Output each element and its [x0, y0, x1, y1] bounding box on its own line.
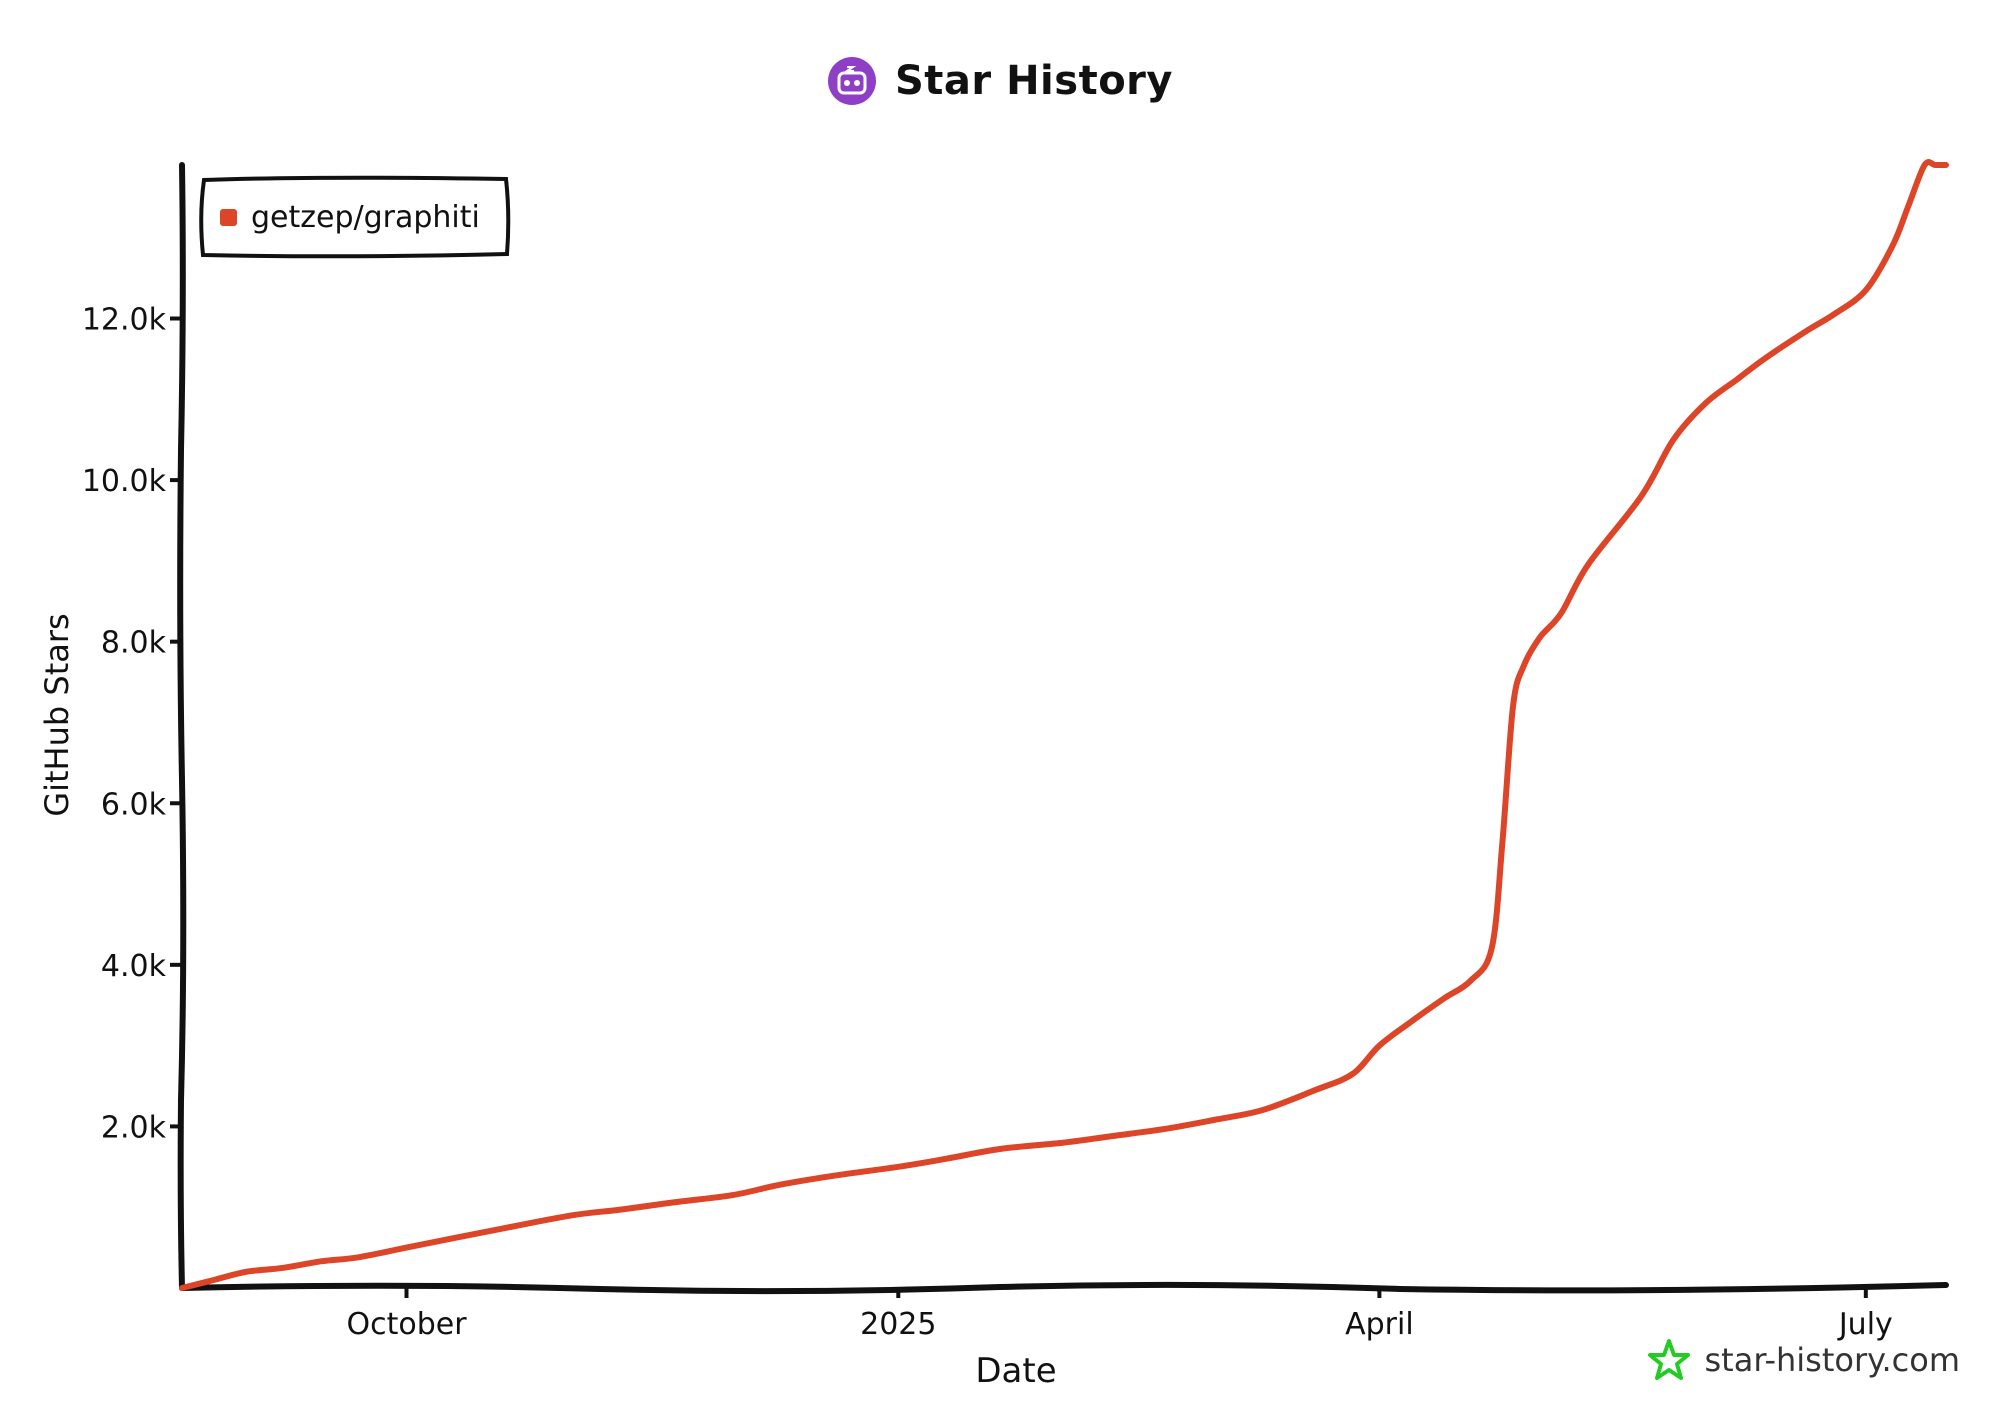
- y-tick-label: 4.0k: [101, 949, 167, 984]
- y-tick-label: 10.0k: [82, 464, 167, 499]
- chart-header: Star History: [0, 48, 2000, 114]
- y-axis-ticks: 2.0k 4.0k 6.0k 8.0k 10.0k 12.0k: [82, 303, 182, 1145]
- y-axis-label: GitHub Stars: [38, 613, 76, 816]
- y-axis-line: [177, 162, 187, 1291]
- x-axis-line: [179, 1281, 1949, 1295]
- robot-face-icon: [828, 57, 876, 105]
- x-axis-label: Date: [975, 1351, 1056, 1391]
- x-axis-ticks: October 2025 April July: [346, 1288, 1893, 1342]
- watermark-text: star-history.com: [1704, 1341, 1961, 1379]
- legend: getzep/graphiti: [199, 175, 511, 259]
- x-tick-label: July: [1837, 1307, 1893, 1342]
- x-tick-label: October: [346, 1307, 467, 1342]
- legend-label: getzep/graphiti: [251, 200, 480, 235]
- y-tick-label: 2.0k: [101, 1110, 167, 1145]
- y-tick-label: 6.0k: [101, 787, 167, 822]
- x-tick-label: 2025: [860, 1307, 936, 1342]
- legend-swatch: [220, 209, 237, 226]
- y-tick-label: 8.0k: [101, 626, 167, 661]
- y-tick-label: 12.0k: [82, 303, 167, 338]
- series-line-getzep-graphiti: [179, 159, 1949, 1291]
- legend-box: [199, 175, 511, 259]
- star-outline-icon: [1647, 1339, 1690, 1380]
- x-tick-label: April: [1345, 1307, 1414, 1342]
- watermark: star-history.com: [1647, 1338, 1961, 1382]
- chart-title: Star History: [895, 58, 1173, 104]
